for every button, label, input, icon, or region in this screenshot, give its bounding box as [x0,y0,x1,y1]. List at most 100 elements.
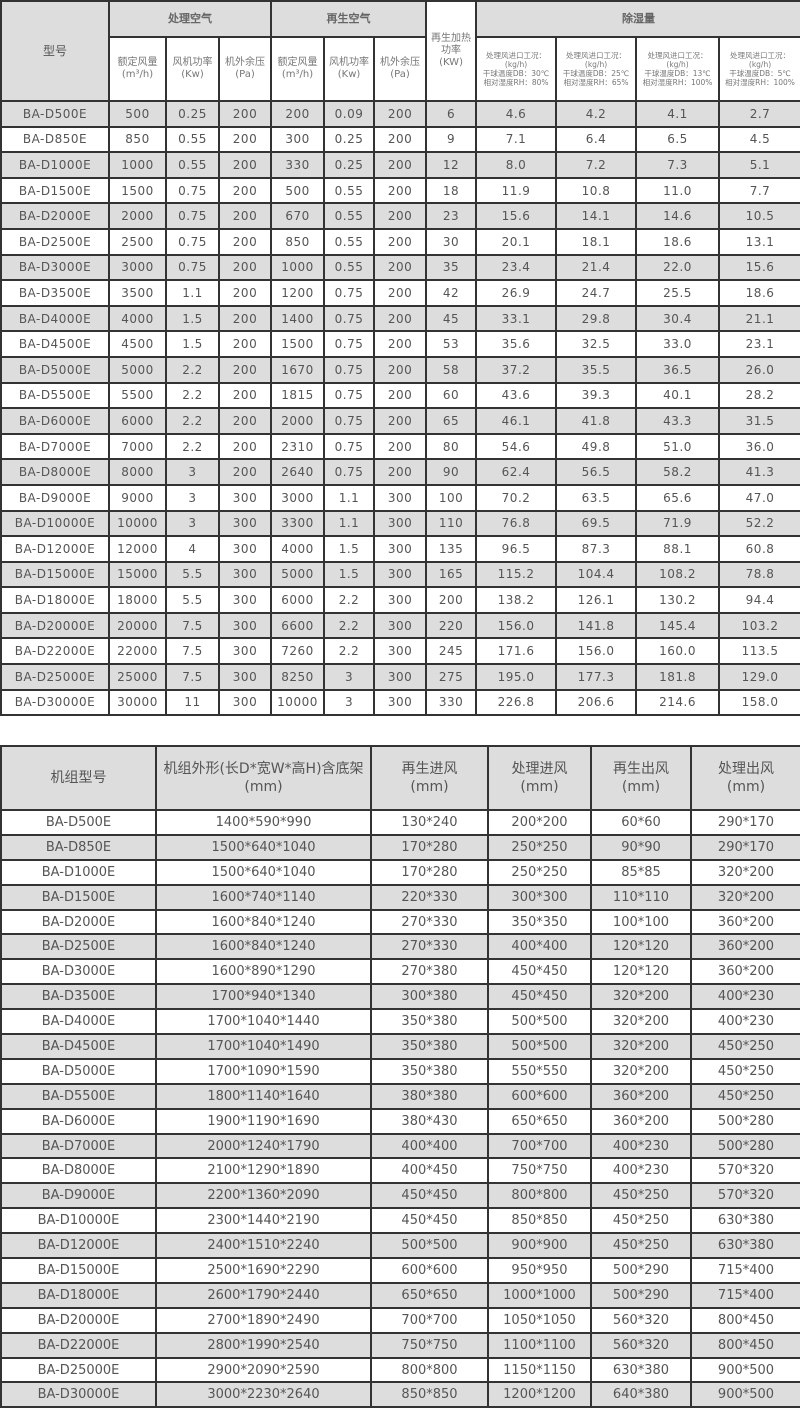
value-cell: 46.1 [475,407,558,435]
value-cell: 450*250 [590,1207,692,1235]
table-row: BA-D2000E 1600*840*1240 270*330 350*350 100*… [0,908,800,936]
value-cell: 2.2 [165,381,220,410]
model-cell: BA-D6000E [0,407,110,435]
value-cell: 10000 [270,688,326,717]
value-cell: 640*380 [590,1381,692,1409]
value-cell: 26.0 [718,355,800,384]
value-cell: 1.1 [165,279,220,307]
header-condition-4: 处理风进口工况： (kg/h) 干球温度DB：5℃ 相对湿度RH：100% [718,36,800,102]
value-cell: 15.6 [475,202,558,230]
model-cell: BA-D12000E [0,535,110,563]
value-cell: 200 [217,202,273,230]
value-cell: 18000 [108,586,167,614]
value-cell: 30.4 [635,304,721,333]
model-cell: BA-D850E [0,833,157,861]
value-cell: 165 [425,560,478,589]
value-cell: 1815 [270,381,326,410]
value-cell: 200 [373,304,428,333]
table-row: BA-D30000E 30000 11 300 10000 3 300 330 226.8 206… [0,688,800,717]
value-cell: 200 [373,100,428,128]
model-cell: BA-D4000E [0,1008,157,1036]
value-cell: 2500*1690*2290 [155,1257,372,1284]
value-cell: 200 [217,279,273,307]
value-cell: 330 [270,151,326,179]
value-cell: 200 [373,279,428,307]
value-cell: 7260 [270,637,326,666]
value-cell: 0.25 [323,151,376,179]
value-cell: 400*400 [370,1132,489,1160]
value-cell: 21.4 [555,253,638,282]
value-cell: 90*90 [590,833,692,861]
value-cell: 4000 [270,535,326,563]
value-cell: 2.2 [323,611,376,640]
table-row: BA-D20000E 2700*1890*2490 700*700 1050*1050… [0,1306,800,1334]
value-cell: 22.0 [635,253,721,282]
value-cell: 320*200 [690,858,800,886]
value-cell: 380*380 [370,1082,489,1110]
model-cell: BA-D1500E [0,176,110,205]
value-cell: 0.55 [323,227,376,256]
value-cell: 18.6 [718,279,800,307]
value-cell: 9 [425,125,478,154]
value-cell: 320*200 [690,883,800,911]
value-cell: 300 [373,560,428,589]
table-row: BA-D3500E 3500 1.1 200 1200 0.75 200 42 26.9 24.7… [0,279,800,307]
model-cell: BA-D6000E [0,1107,157,1135]
model-cell: BA-D5500E [0,1082,157,1110]
value-cell: 49.8 [555,432,638,461]
table-row: BA-D22000E 2800*1990*2540 750*750 1100*1100… [0,1331,800,1359]
value-cell: 1670 [270,355,326,384]
value-cell: 8.0 [475,151,558,179]
value-cell: 200 [217,458,273,486]
value-cell: 200 [217,304,273,333]
value-cell: 181.8 [635,663,721,691]
value-cell: 360*200 [690,908,800,936]
value-cell: 35 [425,253,478,282]
table-row: BA-D8000E 2100*1290*1890 400*450 750*750 400… [0,1157,800,1185]
value-cell: 1000 [270,253,326,282]
value-cell: 630*380 [590,1356,692,1384]
model-cell: BA-D500E [0,100,110,128]
value-cell: 2000 [108,202,167,230]
value-cell: 56.5 [555,458,638,486]
value-cell: 200 [217,253,273,282]
value-cell: 78.8 [718,560,800,589]
value-cell: 400*450 [370,1157,489,1185]
value-cell: 45 [425,304,478,333]
value-cell: 360*200 [690,958,800,986]
model-cell: BA-D20000E [0,611,110,640]
value-cell: 600*600 [487,1082,592,1110]
value-cell: 100 [425,483,478,512]
value-cell: 10.8 [555,176,638,205]
value-cell: 60 [425,381,478,410]
value-cell: 550*550 [487,1057,592,1085]
value-cell: 120*120 [590,933,692,961]
header-regen-airflow: 额定风量 (m³/h) [270,36,326,102]
value-cell: 320*200 [590,983,692,1011]
table-row: BA-D10000E 2300*1440*2190 450*450 850*850 45… [0,1207,800,1235]
value-cell: 290*170 [690,809,800,836]
table-row: BA-D6000E 6000 2.2 200 2000 0.75 200 65 46.1 41.8… [0,407,800,435]
value-cell: 2000*1240*1790 [155,1132,372,1160]
dehumidifier-performance-table: 型号 处理空气 再生空气 再生加热 功率 (KW) 除湿量 额定风量 (m³/h… [0,0,800,717]
value-cell: 115.2 [475,560,558,589]
value-cell: 1500*640*1040 [155,858,372,886]
table-row: BA-D5500E 1800*1140*1640 380*380 600*600 360… [0,1082,800,1110]
value-cell: 39.3 [555,381,638,410]
value-cell: 11 [165,688,220,717]
value-cell: 7.7 [718,176,800,205]
value-cell: 69.5 [555,509,638,538]
value-cell: 10000 [108,509,167,538]
value-cell: 200 [217,432,273,461]
value-cell: 450*250 [690,1082,800,1110]
value-cell: 6.4 [555,125,638,154]
value-cell: 360*200 [590,1082,692,1110]
value-cell: 400*230 [590,1132,692,1160]
value-cell: 4.5 [718,125,800,154]
value-cell: 206.6 [555,688,638,717]
value-cell: 130.2 [635,586,721,614]
value-cell: 0.75 [165,227,220,256]
model-cell: BA-D30000E [0,688,110,717]
value-cell: 1600*840*1240 [155,933,372,961]
table-row: BA-D18000E 2600*1790*2440 650*650 1000*1000… [0,1281,800,1309]
